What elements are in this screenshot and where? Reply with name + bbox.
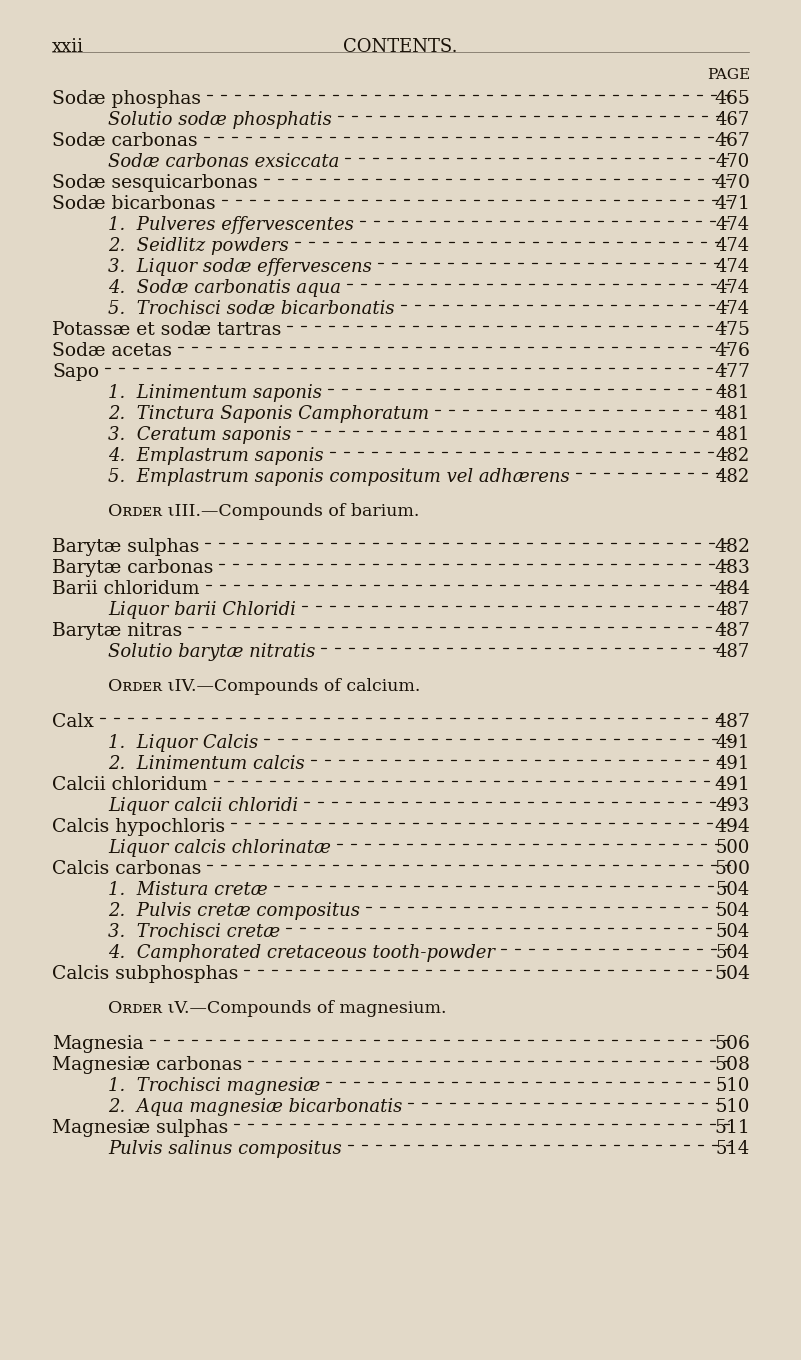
Text: Sodæ bicarbonas: Sodæ bicarbonas <box>52 194 215 214</box>
Text: 474: 474 <box>716 237 750 256</box>
Text: Calx: Calx <box>52 713 94 732</box>
Text: 493: 493 <box>715 797 750 815</box>
Text: Sodæ acetas: Sodæ acetas <box>52 341 172 360</box>
Text: 1.  Mistura cretæ: 1. Mistura cretæ <box>108 881 268 899</box>
Text: 504: 504 <box>716 944 750 962</box>
Text: CONTENTS.: CONTENTS. <box>344 38 457 56</box>
Text: 3.  Ceratum saponis: 3. Ceratum saponis <box>108 426 292 443</box>
Text: 474: 474 <box>716 216 750 234</box>
Text: 491: 491 <box>715 734 750 752</box>
Text: 474: 474 <box>716 279 750 296</box>
Text: 483: 483 <box>714 559 750 577</box>
Text: 470: 470 <box>714 174 750 192</box>
Text: 514: 514 <box>716 1140 750 1157</box>
Text: 5.  Emplastrum saponis compositum vel adhærens: 5. Emplastrum saponis compositum vel adh… <box>108 468 570 486</box>
Text: 487: 487 <box>716 601 750 619</box>
Text: 481: 481 <box>715 405 750 423</box>
Text: Oʀᴅᴇʀ ιIII.—Compounds of barium.: Oʀᴅᴇʀ ιIII.—Compounds of barium. <box>108 503 420 520</box>
Text: PAGE: PAGE <box>706 68 750 82</box>
Text: 1.  Trochisci magnesiæ: 1. Trochisci magnesiæ <box>108 1077 320 1095</box>
Text: 465: 465 <box>714 90 750 107</box>
Text: Oʀᴅᴇʀ ιIV.—Compounds of calcium.: Oʀᴅᴇʀ ιIV.—Compounds of calcium. <box>108 679 421 695</box>
Text: Sodæ carbonas exsiccata: Sodæ carbonas exsiccata <box>108 154 340 171</box>
Text: 491: 491 <box>714 777 750 794</box>
Text: 2.  Aqua magnesiæ bicarbonatis: 2. Aqua magnesiæ bicarbonatis <box>108 1098 402 1117</box>
Text: 504: 504 <box>716 923 750 941</box>
Text: 481: 481 <box>715 426 750 443</box>
Text: Liquor barii Chloridi: Liquor barii Chloridi <box>108 601 296 619</box>
Text: 1.  Pulveres effervescentes: 1. Pulveres effervescentes <box>108 216 354 234</box>
Text: Liquor calcis chlorinatæ: Liquor calcis chlorinatæ <box>108 839 331 857</box>
Text: Pulvis salinus compositus: Pulvis salinus compositus <box>108 1140 342 1157</box>
Text: Potassæ et sodæ tartras: Potassæ et sodæ tartras <box>52 321 281 339</box>
Text: 1.  Liquor Calcis: 1. Liquor Calcis <box>108 734 258 752</box>
Text: 474: 474 <box>716 301 750 318</box>
Text: 510: 510 <box>715 1077 750 1095</box>
Text: 510: 510 <box>715 1098 750 1117</box>
Text: 487: 487 <box>716 643 750 661</box>
Text: 482: 482 <box>716 447 750 465</box>
Text: 484: 484 <box>714 579 750 598</box>
Text: 3.  Trochisci cretæ: 3. Trochisci cretæ <box>108 923 280 941</box>
Text: 475: 475 <box>714 321 750 339</box>
Text: 474: 474 <box>716 258 750 276</box>
Text: Oʀᴅᴇʀ ιV.—Compounds of magnesium.: Oʀᴅᴇʀ ιV.—Compounds of magnesium. <box>108 1000 446 1017</box>
Text: Barytæ nitras: Barytæ nitras <box>52 622 183 641</box>
Text: 481: 481 <box>715 384 750 403</box>
Text: 467: 467 <box>714 132 750 150</box>
Text: 3.  Liquor sodæ effervescens: 3. Liquor sodæ effervescens <box>108 258 372 276</box>
Text: 482: 482 <box>716 468 750 486</box>
Text: Solutio sodæ phosphatis: Solutio sodæ phosphatis <box>108 112 332 129</box>
Text: Solutio barytæ nitratis: Solutio barytæ nitratis <box>108 643 316 661</box>
Text: 504: 504 <box>714 966 750 983</box>
Text: 2.  Linimentum calcis: 2. Linimentum calcis <box>108 755 304 772</box>
Text: 4.  Camphorated cretaceous tooth-powder: 4. Camphorated cretaceous tooth-powder <box>108 944 495 962</box>
Text: Liquor calcii chloridi: Liquor calcii chloridi <box>108 797 298 815</box>
Text: Calcis carbonas: Calcis carbonas <box>52 860 201 879</box>
Text: xxii: xxii <box>52 38 84 56</box>
Text: Sodæ carbonas: Sodæ carbonas <box>52 132 198 150</box>
Text: 487: 487 <box>714 622 750 641</box>
Text: Barytæ sulphas: Barytæ sulphas <box>52 539 199 556</box>
Text: 4.  Sodæ carbonatis aqua: 4. Sodæ carbonatis aqua <box>108 279 341 296</box>
Text: Sodæ sesquicarbonas: Sodæ sesquicarbonas <box>52 174 258 192</box>
Text: 504: 504 <box>716 881 750 899</box>
Text: 5.  Trochisci sodæ bicarbonatis: 5. Trochisci sodæ bicarbonatis <box>108 301 395 318</box>
Text: 487: 487 <box>714 713 750 732</box>
Text: 508: 508 <box>714 1055 750 1074</box>
Text: 506: 506 <box>714 1035 750 1053</box>
Text: 494: 494 <box>714 817 750 836</box>
Text: 471: 471 <box>714 194 750 214</box>
Text: 4.  Emplastrum saponis: 4. Emplastrum saponis <box>108 447 324 465</box>
Text: 470: 470 <box>716 154 750 171</box>
Text: 491: 491 <box>715 755 750 772</box>
Text: 477: 477 <box>714 363 750 381</box>
Text: 467: 467 <box>716 112 750 129</box>
Text: 511: 511 <box>714 1119 750 1137</box>
Text: 476: 476 <box>714 341 750 360</box>
Text: Magnesiæ sulphas: Magnesiæ sulphas <box>52 1119 228 1137</box>
Text: 482: 482 <box>714 539 750 556</box>
Text: 500: 500 <box>714 860 750 879</box>
Text: Magnesiæ carbonas: Magnesiæ carbonas <box>52 1055 242 1074</box>
Text: Calcis subphosphas: Calcis subphosphas <box>52 966 239 983</box>
Text: Calcii chloridum: Calcii chloridum <box>52 777 207 794</box>
Text: Barytæ carbonas: Barytæ carbonas <box>52 559 213 577</box>
Text: Sodæ phosphas: Sodæ phosphas <box>52 90 201 107</box>
Text: 2.  Pulvis cretæ compositus: 2. Pulvis cretæ compositus <box>108 902 360 919</box>
Text: Magnesia: Magnesia <box>52 1035 143 1053</box>
Text: Calcis hypochloris: Calcis hypochloris <box>52 817 225 836</box>
Text: 500: 500 <box>715 839 750 857</box>
Text: Barii chloridum: Barii chloridum <box>52 579 199 598</box>
Text: 2.  Tinctura Saponis Camphoratum: 2. Tinctura Saponis Camphoratum <box>108 405 429 423</box>
Text: 2.  Seidlitz powders: 2. Seidlitz powders <box>108 237 288 256</box>
Text: Sapo: Sapo <box>52 363 99 381</box>
Text: 1.  Linimentum saponis: 1. Linimentum saponis <box>108 384 322 403</box>
Text: 504: 504 <box>716 902 750 919</box>
